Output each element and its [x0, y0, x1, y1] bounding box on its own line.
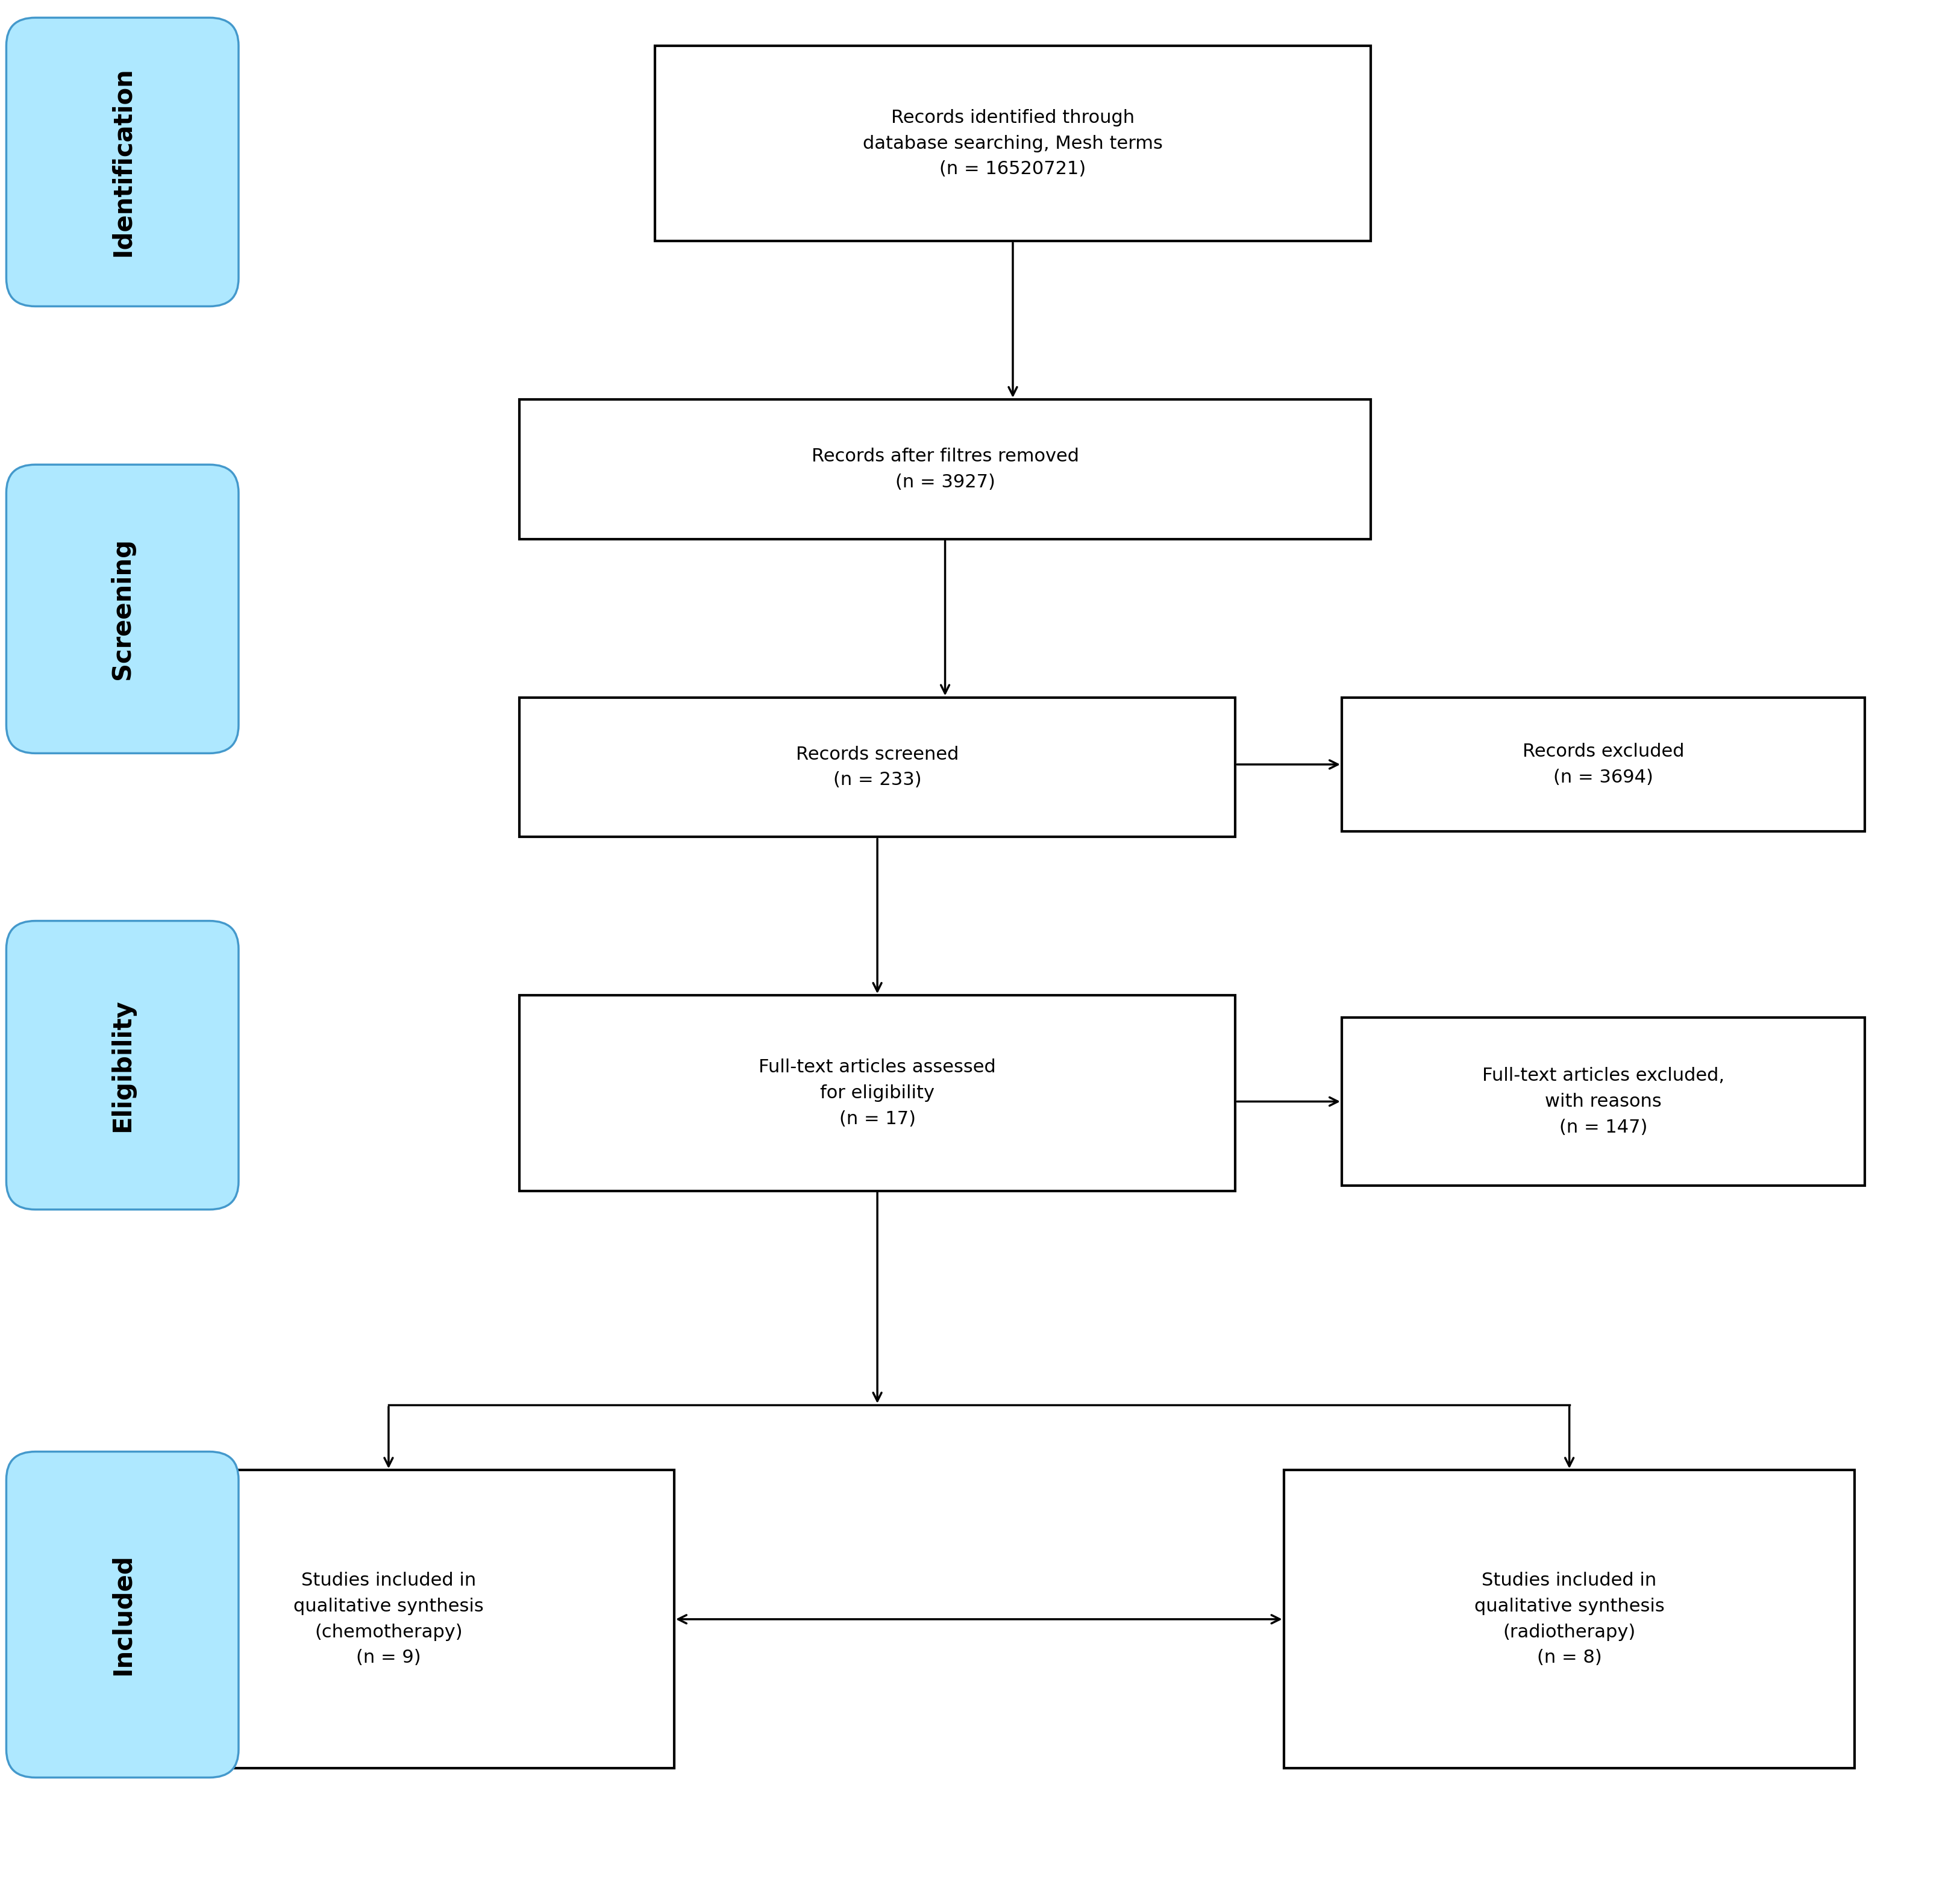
- FancyBboxPatch shape: [519, 996, 1235, 1191]
- FancyBboxPatch shape: [6, 921, 239, 1210]
- FancyBboxPatch shape: [104, 1469, 674, 1768]
- Text: Full-text articles excluded,
with reasons
(n = 147): Full-text articles excluded, with reason…: [1482, 1067, 1725, 1137]
- Text: Eligibility: Eligibility: [110, 1000, 135, 1131]
- FancyBboxPatch shape: [1343, 697, 1864, 832]
- Text: Identification: Identification: [110, 68, 135, 257]
- Text: Records identified through
database searching, Mesh terms
(n = 16520721): Records identified through database sear…: [862, 109, 1162, 179]
- Text: Records screened
(n = 233): Records screened (n = 233): [796, 746, 958, 789]
- Text: Studies included in
qualitative synthesis
(radiotherapy)
(n = 8): Studies included in qualitative synthesi…: [1474, 1573, 1664, 1667]
- Text: Full-text articles assessed
for eligibility
(n = 17): Full-text articles assessed for eligibil…: [759, 1058, 996, 1127]
- FancyBboxPatch shape: [655, 45, 1370, 241]
- Text: Records after filtres removed
(n = 3927): Records after filtres removed (n = 3927): [811, 447, 1078, 490]
- FancyBboxPatch shape: [519, 400, 1370, 539]
- FancyBboxPatch shape: [519, 697, 1235, 836]
- Text: Records excluded
(n = 3694): Records excluded (n = 3694): [1523, 742, 1684, 785]
- FancyBboxPatch shape: [1284, 1469, 1854, 1768]
- FancyBboxPatch shape: [6, 1452, 239, 1778]
- FancyBboxPatch shape: [6, 464, 239, 753]
- FancyBboxPatch shape: [6, 17, 239, 306]
- Text: Included: Included: [110, 1554, 135, 1676]
- FancyBboxPatch shape: [1343, 1018, 1864, 1186]
- Text: Screening: Screening: [110, 537, 135, 680]
- Text: Studies included in
qualitative synthesis
(chemotherapy)
(n = 9): Studies included in qualitative synthesi…: [294, 1573, 484, 1667]
